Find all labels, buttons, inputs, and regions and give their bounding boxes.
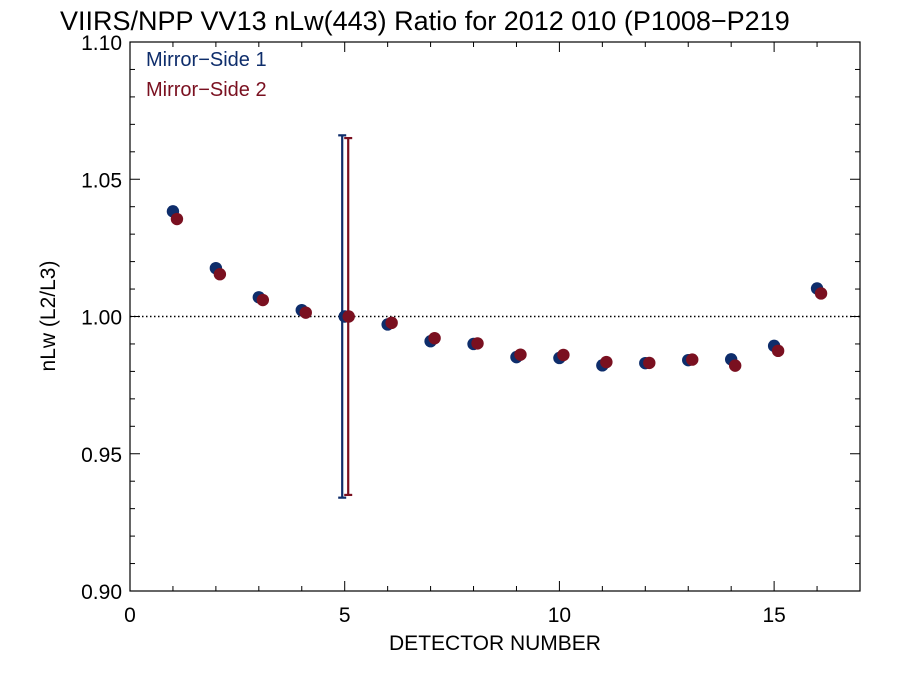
y-axis-label: nLw (L2/L3) (37, 261, 60, 372)
data-point (643, 356, 656, 370)
data-point (686, 353, 699, 366)
y-tick-labels: 0.90 0.95 1.00 1.05 1.10 (81, 32, 122, 604)
legend: Mirror−Side 1 Mirror−Side 2 (146, 49, 267, 101)
x-tick-label: 5 (339, 604, 351, 627)
axis-ticks (129, 41, 861, 592)
y-tick-label: 1.10 (81, 32, 122, 55)
data-point (600, 355, 613, 369)
x-tick-labels: 0 5 10 15 (124, 604, 786, 627)
data-point (170, 212, 184, 226)
data-point (771, 344, 785, 358)
x-tick-label: 0 (124, 604, 136, 627)
data-point (557, 348, 570, 362)
data-point (385, 316, 398, 330)
x-tick-label: 10 (548, 604, 571, 627)
data-point (428, 331, 441, 345)
legend-item-mirror-side-2: Mirror−Side 2 (146, 79, 267, 101)
data-point (299, 306, 312, 319)
x-axis-label: DETECTOR NUMBER (389, 632, 601, 655)
y-tick-label: 0.90 (81, 581, 122, 604)
data-point (728, 359, 742, 372)
x-tick-label: 15 (762, 604, 785, 627)
data-point (213, 268, 227, 281)
y-tick-label: 0.95 (81, 444, 122, 467)
data-point (471, 337, 484, 350)
y-tick-label: 1.05 (81, 169, 122, 192)
y-tick-label: 1.00 (81, 307, 122, 330)
data-points (166, 205, 828, 372)
legend-item-mirror-side-1: Mirror−Side 1 (146, 49, 267, 71)
data-point (514, 348, 527, 361)
data-point (342, 310, 355, 323)
data-point (256, 293, 270, 307)
data-point (814, 287, 828, 300)
chart-title: VIIRS/NPP VV13 nLw(443) Ratio for 2012 0… (60, 6, 790, 36)
